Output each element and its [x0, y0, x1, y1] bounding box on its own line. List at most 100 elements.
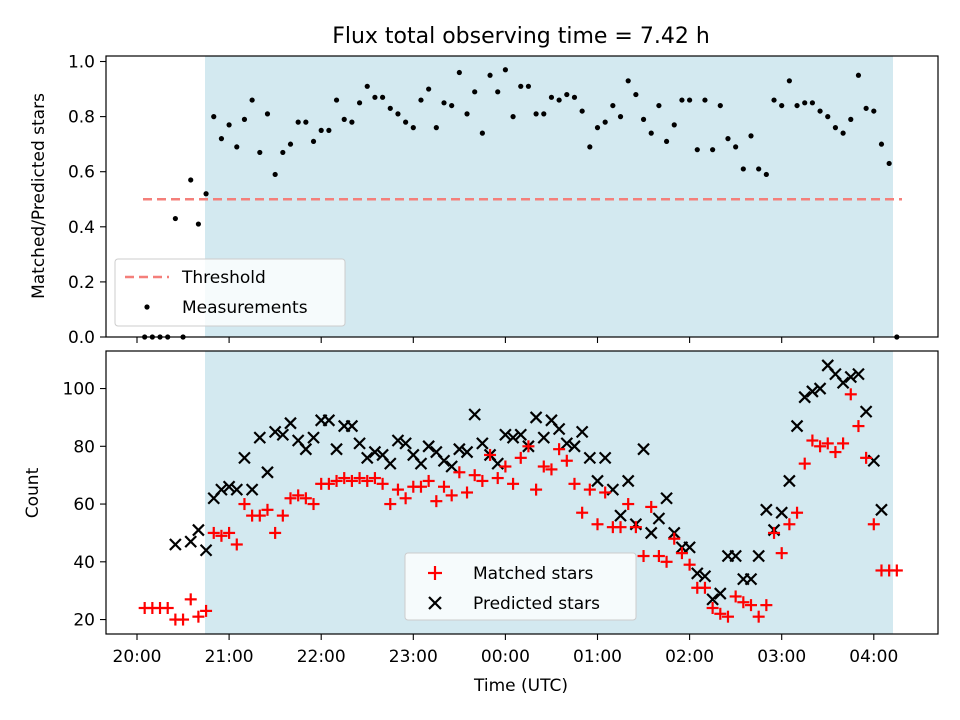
measurement-point — [863, 105, 869, 111]
matched-point — [299, 492, 312, 505]
matched-point — [614, 521, 627, 534]
predicted-point — [276, 428, 290, 442]
matched-point — [507, 477, 520, 490]
matched-point — [783, 518, 796, 531]
predicted-point — [744, 572, 758, 586]
matched-point — [284, 492, 297, 505]
matched-point — [438, 480, 450, 493]
predicted-point — [414, 457, 428, 470]
matched-point — [698, 581, 711, 594]
x-axis-label: Time (UTC) — [473, 676, 568, 696]
matched-point — [675, 547, 688, 560]
measurement-point — [717, 102, 723, 109]
measurement-point — [326, 127, 332, 133]
measurement-point — [748, 133, 754, 139]
measurement-point — [640, 116, 647, 122]
top-ytick-label: 0.4 — [68, 218, 95, 238]
matched-point — [645, 500, 658, 513]
matched-point — [760, 599, 773, 612]
bottom-ytick-label: 80 — [73, 437, 95, 457]
measurement-point — [633, 91, 639, 98]
matched-point — [814, 440, 827, 453]
xtick-label: 22:00 — [297, 647, 346, 667]
bottom-legend-matched-label: Matched stars — [473, 564, 593, 584]
measurement-point — [610, 102, 616, 109]
bottom-ytick-label: 100 — [63, 380, 95, 400]
predicted-point — [261, 466, 274, 479]
xtick-label: 01:00 — [573, 647, 622, 667]
predicted-point — [783, 474, 796, 488]
measurement-point — [264, 111, 271, 117]
measurement-point — [349, 119, 355, 125]
matched-point — [368, 472, 381, 485]
predicted-point — [660, 491, 673, 505]
measurement-point — [241, 116, 248, 122]
bottom-ylabel: Count — [23, 467, 43, 518]
bottom-legend-box — [404, 552, 637, 621]
measurement-point — [318, 127, 324, 133]
matched-point — [568, 477, 581, 490]
matched-point — [729, 590, 742, 603]
measurement-point — [172, 215, 178, 222]
predicted-point — [330, 442, 343, 456]
matched-point — [445, 489, 458, 502]
predicted-point — [222, 480, 236, 494]
predicted-point — [706, 593, 719, 606]
measurement-point — [510, 114, 516, 120]
predicted-point — [445, 460, 458, 473]
measurement-point — [541, 111, 547, 117]
predicted-point — [169, 538, 182, 551]
measurement-point — [449, 102, 455, 109]
predicted-point — [583, 451, 597, 465]
measurement-point — [203, 191, 209, 197]
measurement-point — [195, 221, 201, 227]
predicted-point — [360, 451, 374, 465]
matched-point — [683, 558, 696, 571]
predicted-point — [806, 385, 819, 398]
matched-point — [714, 607, 727, 620]
predicted-point — [453, 442, 466, 456]
matched-point — [844, 388, 857, 401]
top-panel: 0.0 0.2 0.4 0.6 0.8 1.0 Matched/Predicted sta… — [29, 53, 939, 348]
predicted-point — [621, 474, 635, 488]
top-ytick-label: 0.0 — [68, 328, 95, 348]
bottom-panel: 20 40 60 80 100 20:00 21:00 22:00 23:00 00:00 01:… — [23, 350, 939, 696]
measurement-point — [886, 160, 892, 167]
matched-point — [468, 469, 481, 482]
matched-point — [890, 564, 903, 577]
predicted-point — [875, 503, 888, 517]
measurement-point — [472, 89, 478, 95]
top-legend: Threshold Measurements — [114, 258, 346, 327]
top-ytick-label: 0.2 — [68, 273, 95, 293]
matched-point — [737, 596, 750, 609]
measurement-point — [380, 94, 386, 100]
matched-point — [376, 477, 389, 490]
predicted-point — [299, 442, 313, 456]
matched-point — [752, 610, 765, 623]
matched-point — [660, 555, 673, 568]
matched-point — [514, 451, 527, 464]
matched-point — [591, 518, 604, 531]
predicted-point — [322, 414, 336, 427]
predicted-point — [729, 549, 742, 563]
measurement-point — [226, 122, 232, 128]
matched-point — [668, 532, 681, 545]
predicted-point — [238, 451, 251, 465]
measurement-point — [364, 83, 370, 89]
matched-point — [353, 472, 366, 485]
predicted-point — [852, 367, 865, 381]
measurement-point — [280, 149, 286, 156]
measurement-point — [802, 100, 808, 106]
predicted-point — [268, 425, 282, 439]
predicted-point — [614, 509, 627, 522]
measurement-point — [479, 130, 485, 136]
predicted-point — [683, 541, 696, 554]
predicted-point — [383, 457, 397, 470]
measurement-point — [464, 111, 470, 117]
predicted-point — [506, 431, 520, 444]
matched-point — [269, 526, 282, 539]
bottom-legend-matched-swatch — [428, 566, 442, 580]
top-ylabel: Matched/Predicted stars — [29, 93, 49, 299]
matched-point — [345, 474, 358, 487]
matched-point — [330, 474, 343, 487]
